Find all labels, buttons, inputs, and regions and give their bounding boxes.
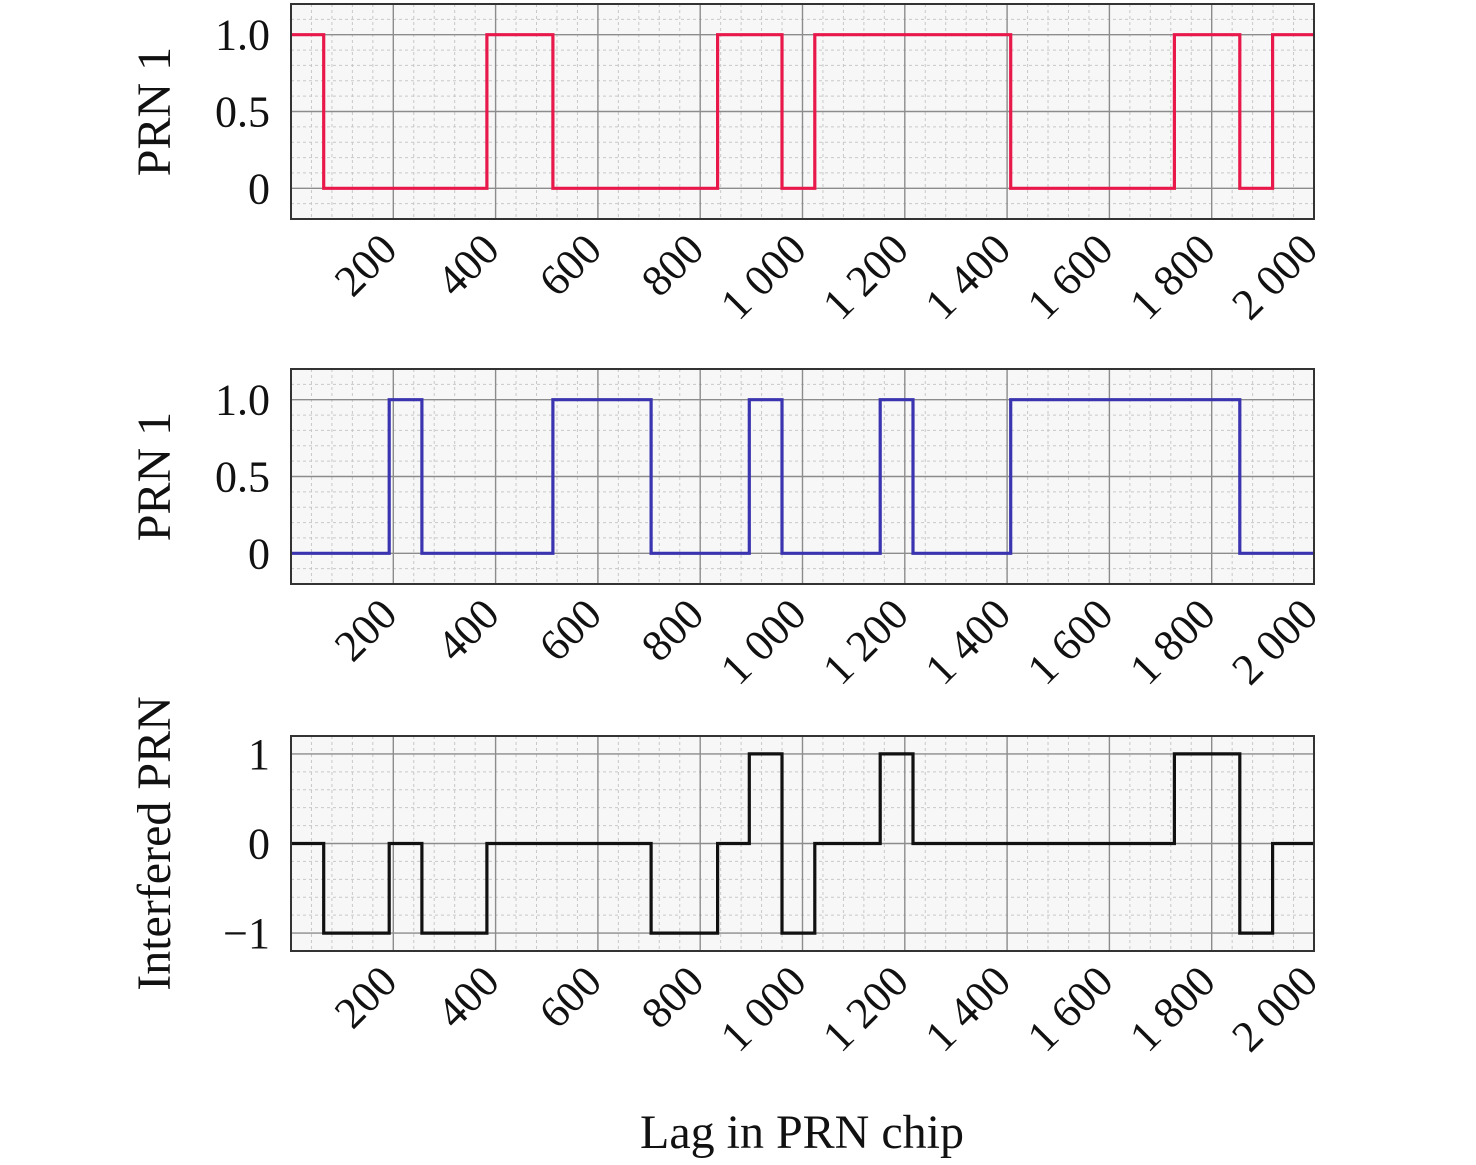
y-tick-label: 1.0 (215, 376, 270, 425)
x-tick-label: 1 200 (813, 956, 918, 1061)
x-tick-label: 600 (530, 956, 611, 1037)
x-tick-label: 1 800 (1120, 224, 1225, 329)
x-tick-label: 1 800 (1120, 589, 1225, 694)
x-tick-label: 200 (325, 956, 406, 1037)
x-tick-label: 2 000 (1222, 956, 1327, 1061)
x-tick-label: 1 200 (813, 224, 918, 329)
x-tick-label: 2 000 (1222, 224, 1327, 329)
series-line-2 (291, 398, 1314, 555)
x-tick-label: 1 600 (1018, 589, 1123, 694)
x-tick-label: 400 (427, 956, 508, 1037)
x-tick-label: 400 (427, 589, 508, 670)
x-tick-label: 1 200 (813, 589, 918, 694)
x-tick-label: 400 (427, 224, 508, 305)
x-tick-label: 1 000 (711, 956, 816, 1061)
x-tick-label: 1 000 (711, 224, 816, 329)
x-tick-label: 1 800 (1120, 956, 1225, 1061)
x-tick-label: 1 400 (916, 956, 1021, 1061)
y-axis-label: Interfered PRN (128, 696, 181, 991)
y-tick-label: 0 (248, 164, 270, 213)
x-tick-label: 1 400 (916, 224, 1021, 329)
x-axis-label: Lag in PRN chip (640, 1106, 964, 1159)
x-tick-label: 200 (325, 589, 406, 670)
y-tick-label: 0 (248, 820, 270, 869)
y-tick-label: 1.0 (215, 11, 270, 60)
x-tick-label: 1 600 (1018, 956, 1123, 1061)
y-axis-label: PRN 1 (128, 47, 181, 176)
x-tick-label: 600 (530, 224, 611, 305)
x-tick-label: 800 (632, 956, 713, 1037)
x-tick-label: 800 (632, 224, 713, 305)
axes-frame (290, 735, 1315, 952)
x-tick-label: 200 (325, 224, 406, 305)
y-axis-label: PRN 1 (128, 412, 181, 541)
x-tick-label: 1 000 (711, 589, 816, 694)
series-line-3 (291, 752, 1314, 935)
x-tick-label: 1 600 (1018, 224, 1123, 329)
y-tick-label: 0.5 (215, 453, 270, 502)
x-tick-label: 600 (530, 589, 611, 670)
y-tick-label: −1 (223, 909, 270, 958)
y-tick-label: 0 (248, 529, 270, 578)
series-line-1 (291, 33, 1314, 190)
y-tick-label: 0.5 (215, 88, 270, 137)
x-tick-label: 800 (632, 589, 713, 670)
y-tick-label: 1 (248, 730, 270, 779)
axes-frame (290, 368, 1315, 585)
x-tick-label: 2 000 (1222, 589, 1327, 694)
x-tick-label: 1 400 (916, 589, 1021, 694)
axes-frame (290, 3, 1315, 220)
